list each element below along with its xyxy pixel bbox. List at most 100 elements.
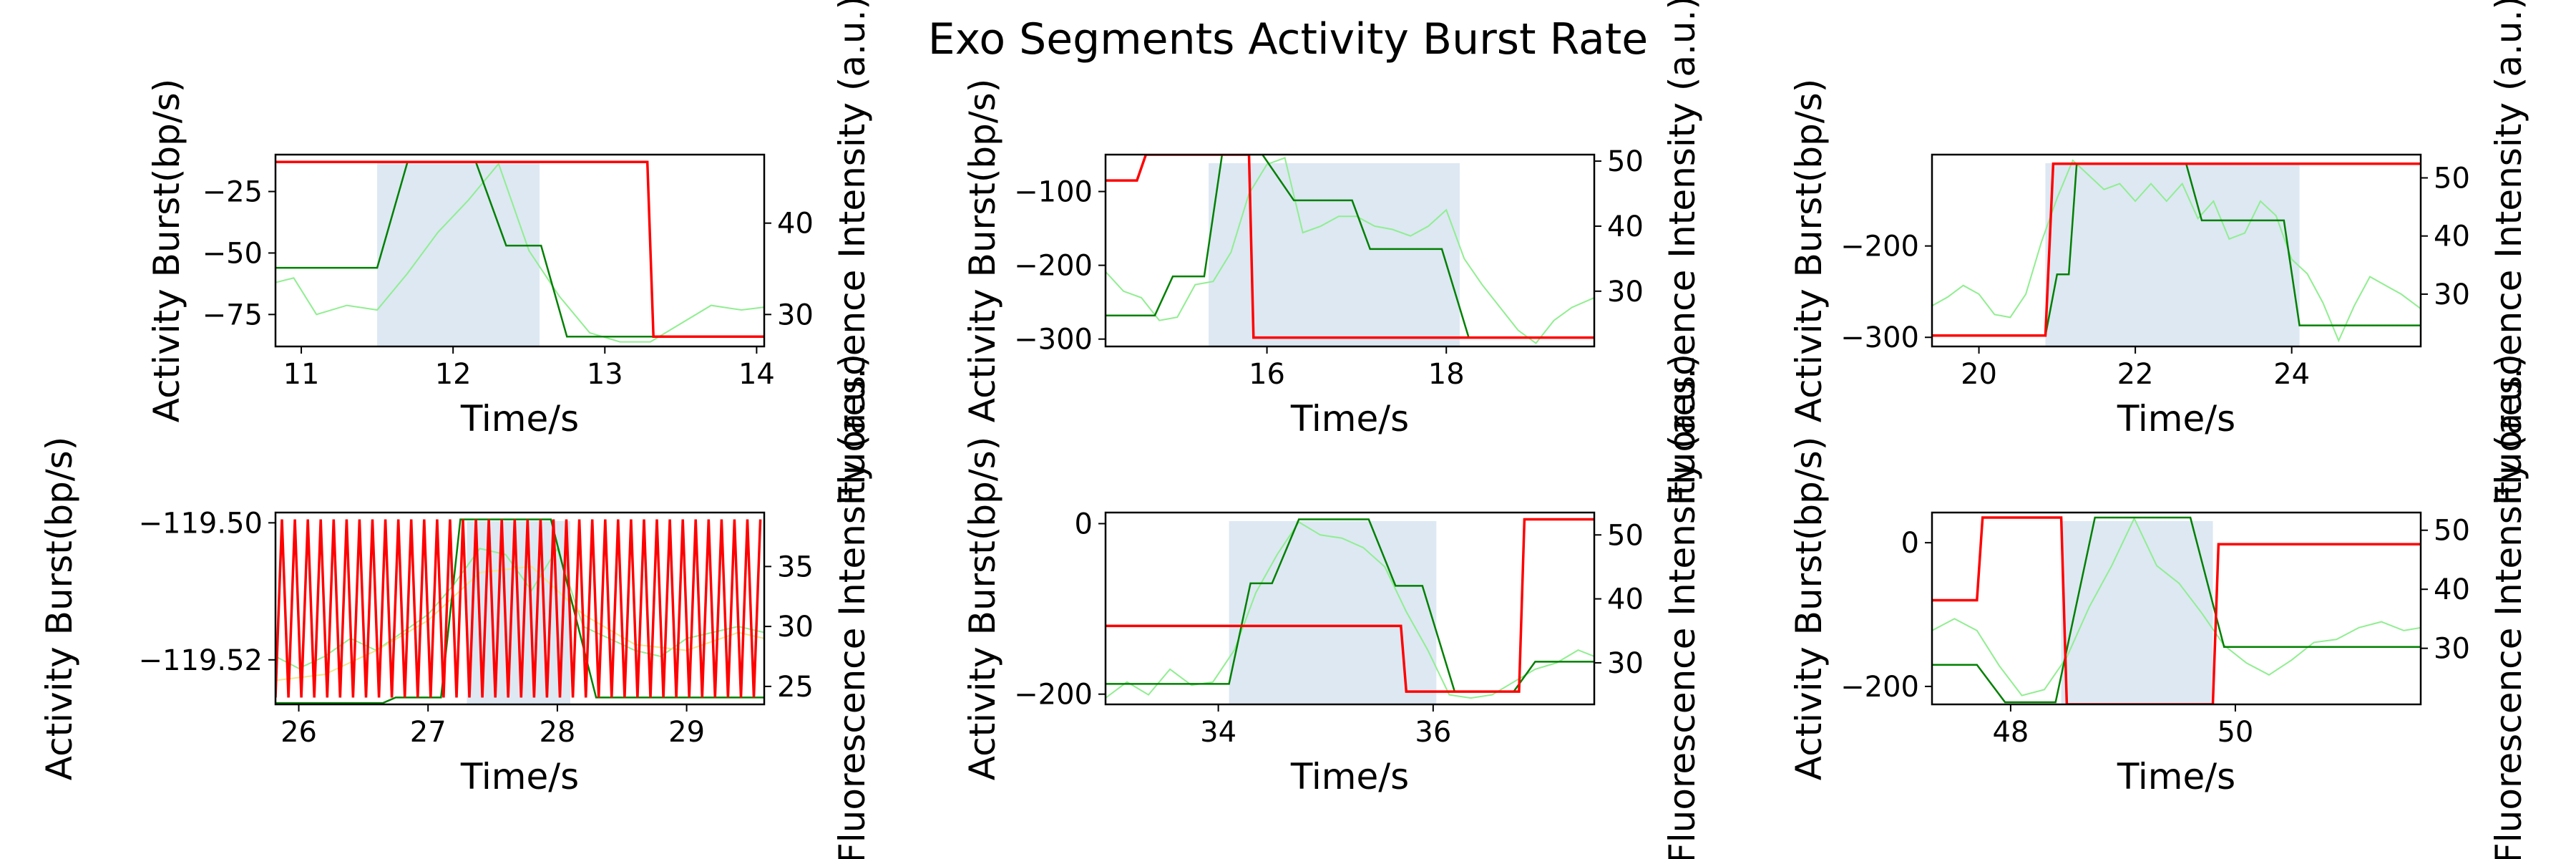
panel-3: 20 22 24 −300 −200 30 40 50 Time/s Activity Burst… (1788, 0, 2529, 505)
panel-4: 26 27 28 29 −119.52 −119.50 25 30 35 Time/s Activi… (39, 354, 873, 859)
fluorescence-line (1106, 521, 1594, 699)
x-tick-label: 13 (587, 358, 623, 391)
y-tick-label: −75 (203, 299, 263, 331)
panel-6: 48 50 −200 0 30 40 50 Time/s Activity Burst(bp/s… (1788, 354, 2529, 859)
y2-axis-label: Fluorescence Intensity (a.u.) (1662, 354, 1703, 859)
axes-frame (274, 153, 766, 348)
panel-5: 34 36 −200 0 30 40 50 Time/s Activity Burst(bp/s… (962, 354, 1703, 859)
plot-area (1932, 159, 2421, 346)
x-tick-label: 12 (435, 358, 472, 391)
fluorescence-line (1932, 516, 2421, 697)
y2-tick-label: 30 (777, 299, 814, 331)
y2-tick-label: 30 (2434, 633, 2470, 666)
plot-area (275, 518, 764, 704)
fluorescence-line (275, 162, 764, 343)
burst-shade (2061, 521, 2213, 704)
burst-shade (377, 163, 540, 346)
y2-tick-label: 40 (2434, 573, 2470, 606)
x-tick-label: 20 (1961, 358, 1997, 391)
x-tick-label: 11 (283, 358, 320, 391)
x-axis-label: Time/s (2117, 398, 2235, 440)
y-tick-label: −100 (1014, 176, 1093, 209)
y-tick-label: −119.52 (139, 644, 263, 677)
y2-tick-label: 50 (1607, 519, 1644, 552)
x-tick-label: 22 (2117, 358, 2154, 391)
x-tick-label: 50 (2217, 716, 2253, 749)
x-tick-label: 14 (738, 358, 775, 391)
activity-smoothed-line (275, 518, 764, 704)
axes-frame (1104, 153, 1596, 348)
plot-area (1932, 516, 2421, 704)
fluorescence-line (1106, 157, 1594, 344)
y-tick-label: −119.50 (139, 507, 263, 540)
x-axis-label: Time/s (1290, 398, 1409, 440)
y2-tick-label: 50 (1607, 145, 1644, 178)
y2-tick-label: 30 (2434, 278, 2470, 311)
y-tick-label: −200 (1014, 679, 1093, 712)
plot-area (1106, 518, 1594, 704)
fluorescence-line (1932, 159, 2421, 343)
y2-axis-label: Fluorescence Intensity (a.u.) (2488, 0, 2529, 505)
y-axis-label: Activity Burst(bp/s) (962, 437, 1003, 780)
x-tick-label: 16 (1249, 358, 1285, 391)
chart-title: Exo Segments Activity Burst Rate (928, 14, 1648, 64)
activity-burst-line (1932, 162, 2421, 337)
x-tick-label: 34 (1200, 716, 1236, 749)
x-tick-label: 24 (2273, 358, 2310, 391)
y-axis-label: Activity Burst(bp/s) (146, 79, 187, 422)
y2-tick-label: 40 (2434, 220, 2470, 253)
y-tick-label: 0 (1901, 527, 1919, 560)
panel-2: 16 18 −300 −200 −100 30 40 50 Time/s Activity Bur… (962, 0, 1703, 505)
burst-shade (1229, 521, 1437, 704)
y-tick-label: −200 (1840, 671, 1919, 704)
plot-area (1106, 155, 1594, 346)
y-tick-label: −200 (1014, 250, 1093, 283)
x-tick-label: 18 (1428, 358, 1465, 391)
burst-shade (1209, 163, 1460, 346)
axes-frame (1104, 511, 1596, 706)
x-axis-label: Time/s (2117, 756, 2235, 797)
activity-burst-line (1932, 516, 2421, 704)
x-axis-label: Time/s (460, 756, 579, 797)
y2-tick-label: 35 (777, 550, 814, 583)
x-tick-label: 29 (668, 716, 705, 749)
y2-tick-label: 30 (777, 611, 814, 644)
y2-axis-label: Fluorescence Intensity (a.u.) (2488, 354, 2529, 859)
x-tick-label: 48 (1992, 716, 2029, 749)
y2-axis-label: Fluorescence Intensity (a.u.) (831, 0, 873, 505)
activity-burst-line (275, 519, 762, 698)
y2-tick-label: 30 (1607, 276, 1644, 309)
axes-frame (1931, 153, 2422, 348)
plot-area (275, 160, 764, 346)
panel-1: 11 12 13 14 −75 −50 −25 30 40 Time/s Activity Burs… (146, 0, 873, 505)
axes-frame (274, 511, 766, 706)
x-axis-label: Time/s (1290, 756, 1409, 797)
y-tick-label: −200 (1840, 230, 1919, 263)
y2-tick-label: 50 (2434, 515, 2470, 548)
burst-shade (2045, 163, 2300, 346)
activity-burst-line (275, 160, 764, 339)
y2-axis-label: Fluorescence Intensity (a.u.) (1662, 0, 1703, 505)
y-axis-label: Activity Burst(bp/s) (39, 437, 80, 780)
x-tick-label: 36 (1415, 716, 1451, 749)
y2-tick-label: 30 (1607, 647, 1644, 680)
y2-tick-label: 40 (777, 208, 814, 241)
activity-smoothed-line (275, 161, 764, 338)
y-tick-label: −300 (1014, 324, 1093, 356)
activity-burst-line (1106, 518, 1594, 693)
activity-burst-line (1106, 155, 1594, 339)
y2-tick-label: 50 (2434, 162, 2470, 195)
y-axis-label: Activity Burst(bp/s) (1788, 79, 1830, 422)
activity-smoothed-line (1106, 155, 1594, 339)
activity-smoothed-line (1106, 518, 1594, 693)
y-tick-label: 0 (1075, 508, 1093, 540)
y-axis-label: Activity Burst(bp/s) (962, 79, 1003, 422)
y-tick-label: −25 (203, 176, 263, 209)
y2-tick-label: 25 (777, 671, 814, 704)
activity-smoothed-line (1932, 516, 2421, 704)
y2-axis-label: Fluorescence Intensity (a.u.) (831, 354, 873, 859)
x-tick-label: 28 (539, 716, 575, 749)
x-tick-label: 26 (280, 716, 317, 749)
y-axis-label: Activity Burst(bp/s) (1788, 437, 1830, 780)
